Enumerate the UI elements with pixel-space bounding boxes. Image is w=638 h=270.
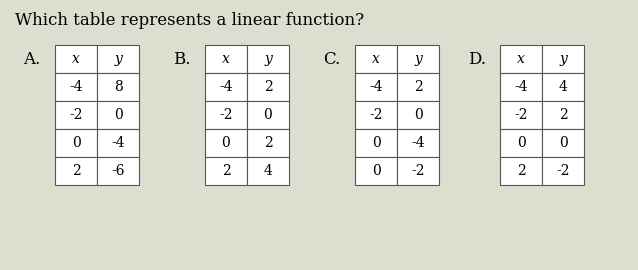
Text: -4: -4: [369, 80, 383, 94]
Text: 0: 0: [221, 136, 230, 150]
Text: x: x: [517, 52, 525, 66]
Text: A.: A.: [23, 50, 40, 68]
Text: 0: 0: [71, 136, 80, 150]
Bar: [97, 129, 139, 157]
Text: -2: -2: [556, 164, 570, 178]
Text: 2: 2: [221, 164, 230, 178]
Text: -2: -2: [412, 164, 425, 178]
Text: y: y: [414, 52, 422, 66]
Text: x: x: [72, 52, 80, 66]
Bar: [542, 73, 584, 101]
Bar: [97, 157, 139, 185]
Bar: [97, 101, 139, 129]
Text: 4: 4: [558, 80, 567, 94]
Bar: [205, 73, 247, 101]
Bar: [55, 45, 97, 73]
Bar: [55, 73, 97, 101]
Bar: [500, 45, 542, 73]
Text: -4: -4: [69, 80, 83, 94]
Text: y: y: [559, 52, 567, 66]
Bar: [500, 157, 542, 185]
Text: y: y: [114, 52, 122, 66]
Text: C.: C.: [323, 50, 340, 68]
Bar: [500, 129, 542, 157]
Text: -4: -4: [411, 136, 425, 150]
Text: 0: 0: [559, 136, 567, 150]
Bar: [500, 73, 542, 101]
Bar: [542, 129, 584, 157]
Text: 2: 2: [413, 80, 422, 94]
Text: -4: -4: [219, 80, 233, 94]
Bar: [355, 101, 397, 129]
Bar: [397, 73, 439, 101]
Bar: [355, 157, 397, 185]
Text: -2: -2: [219, 108, 233, 122]
Text: y: y: [264, 52, 272, 66]
Bar: [355, 129, 397, 157]
Bar: [247, 101, 289, 129]
Text: 0: 0: [517, 136, 525, 150]
Text: 8: 8: [114, 80, 122, 94]
Bar: [355, 73, 397, 101]
Text: 2: 2: [559, 108, 567, 122]
Bar: [542, 157, 584, 185]
Bar: [97, 73, 139, 101]
Text: -4: -4: [514, 80, 528, 94]
Bar: [55, 157, 97, 185]
Bar: [247, 129, 289, 157]
Text: -2: -2: [369, 108, 383, 122]
Bar: [542, 45, 584, 73]
Text: 2: 2: [263, 136, 272, 150]
Text: -2: -2: [514, 108, 528, 122]
Bar: [205, 157, 247, 185]
Bar: [55, 129, 97, 157]
Bar: [500, 101, 542, 129]
Text: 0: 0: [371, 164, 380, 178]
Bar: [55, 101, 97, 129]
Bar: [397, 157, 439, 185]
Text: -2: -2: [70, 108, 83, 122]
Bar: [397, 129, 439, 157]
Bar: [205, 45, 247, 73]
Bar: [247, 45, 289, 73]
Text: 2: 2: [263, 80, 272, 94]
Bar: [97, 45, 139, 73]
Bar: [247, 157, 289, 185]
Text: 0: 0: [114, 108, 122, 122]
Text: D.: D.: [468, 50, 486, 68]
Bar: [205, 101, 247, 129]
Text: 2: 2: [517, 164, 525, 178]
Text: 0: 0: [263, 108, 272, 122]
Text: Which table represents a linear function?: Which table represents a linear function…: [15, 12, 364, 29]
Text: 4: 4: [263, 164, 272, 178]
Bar: [397, 45, 439, 73]
Text: -6: -6: [111, 164, 125, 178]
Bar: [205, 129, 247, 157]
Text: 2: 2: [71, 164, 80, 178]
Bar: [397, 101, 439, 129]
Bar: [247, 73, 289, 101]
Bar: [355, 45, 397, 73]
Text: 0: 0: [371, 136, 380, 150]
Text: -4: -4: [111, 136, 125, 150]
Text: x: x: [372, 52, 380, 66]
Text: 0: 0: [413, 108, 422, 122]
Text: x: x: [222, 52, 230, 66]
Bar: [542, 101, 584, 129]
Text: B.: B.: [173, 50, 191, 68]
